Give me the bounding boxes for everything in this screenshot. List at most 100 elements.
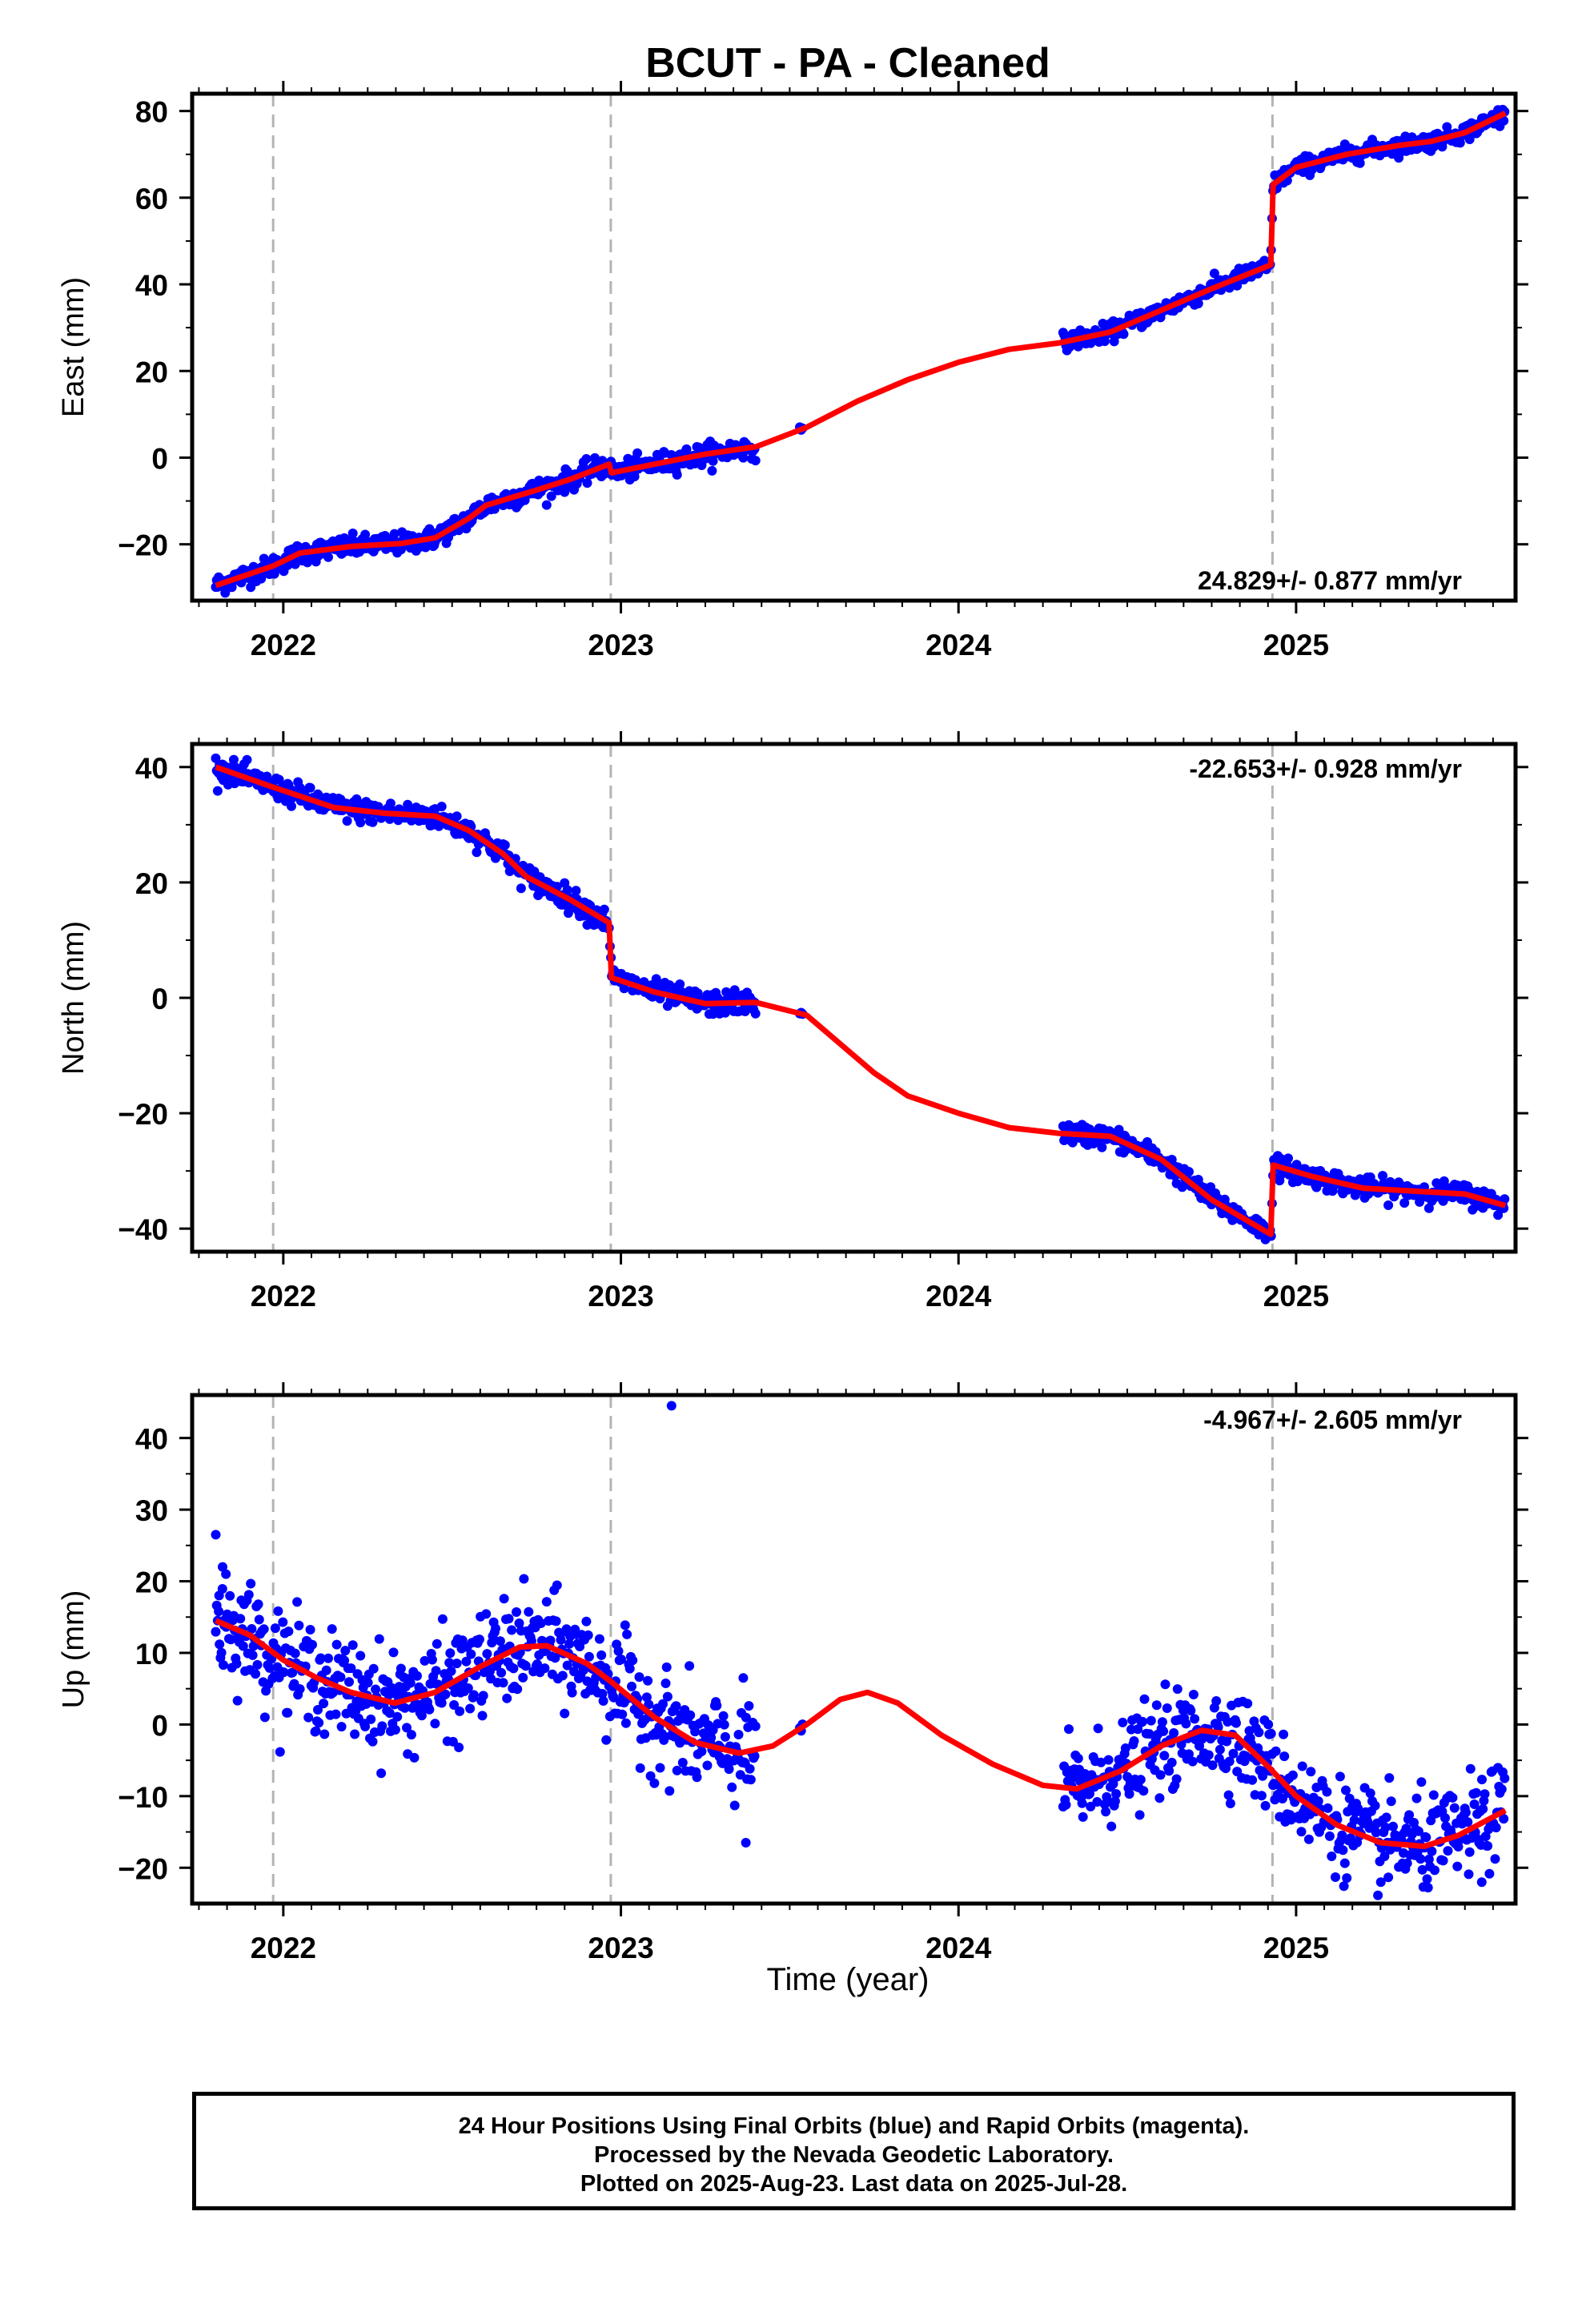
data-point	[551, 1616, 561, 1626]
data-point	[1111, 1789, 1122, 1799]
data-point	[388, 1647, 399, 1658]
data-point	[409, 1752, 420, 1763]
data-point	[1138, 1716, 1148, 1727]
data-point	[1124, 1789, 1134, 1799]
data-point	[1416, 1777, 1427, 1787]
data-point	[1371, 1827, 1381, 1838]
data-point	[392, 1711, 403, 1722]
y-tick-label: −20	[118, 1098, 168, 1131]
data-point	[519, 1574, 529, 1584]
data-point	[287, 801, 296, 811]
y-tick-label: 20	[135, 356, 168, 388]
data-point	[1500, 1773, 1510, 1783]
data-point	[452, 811, 462, 822]
data-point	[424, 524, 435, 534]
data-point	[311, 1726, 321, 1736]
data-point	[733, 1730, 744, 1739]
x-tick-label: 2022	[251, 1280, 316, 1313]
data-point	[613, 1646, 624, 1656]
data-point	[1413, 1826, 1423, 1836]
y-tick-label: 20	[135, 867, 168, 900]
data-point	[331, 1639, 342, 1650]
data-point	[1157, 1717, 1167, 1727]
data-point	[1240, 1751, 1251, 1761]
data-point	[242, 754, 252, 765]
data-point	[1106, 1821, 1117, 1831]
data-point	[629, 472, 640, 481]
data-point	[216, 1647, 227, 1658]
data-point	[712, 1700, 722, 1711]
data-point	[1209, 268, 1219, 279]
time-series-figure: BCUT - PA - Cleaned Time (year) −20 0 20 40…	[57, 40, 1528, 1997]
data-point	[661, 1679, 671, 1688]
data-point	[662, 1691, 673, 1702]
x-tick-label: 2024	[926, 1932, 992, 1964]
data-point	[290, 559, 300, 569]
data-point	[532, 1659, 542, 1670]
data-point	[1101, 1807, 1111, 1817]
data-point	[360, 1722, 371, 1731]
data-point	[1491, 1823, 1501, 1833]
data-point	[1388, 1821, 1398, 1831]
data-point	[729, 985, 740, 995]
data-point	[376, 1768, 387, 1779]
data-point	[319, 1699, 329, 1709]
data-point	[724, 1764, 734, 1775]
data-point	[430, 1719, 440, 1729]
data-point	[1378, 1171, 1387, 1181]
data-point	[1327, 1852, 1337, 1861]
data-point	[1421, 1832, 1431, 1843]
data-point	[498, 1678, 508, 1688]
data-point	[1067, 1137, 1078, 1148]
data-point	[340, 1646, 351, 1656]
data-point	[557, 1671, 568, 1681]
data-point	[1169, 1728, 1179, 1738]
data-point	[616, 1655, 626, 1665]
x-tick-label: 2025	[1263, 1932, 1329, 1964]
data-point	[1164, 1766, 1174, 1776]
data-point	[1110, 1796, 1120, 1807]
data-point	[1460, 1807, 1471, 1818]
data-point	[314, 1718, 324, 1728]
x-tick-label: 2023	[588, 629, 653, 661]
data-point	[1073, 1753, 1083, 1763]
data-point	[560, 1708, 570, 1719]
data-point	[1313, 1796, 1323, 1807]
data-point	[644, 1699, 654, 1710]
data-point	[512, 1684, 523, 1695]
data-point	[1338, 1845, 1348, 1856]
panel-frame	[190, 91, 1518, 603]
data-point	[238, 1641, 248, 1651]
data-point	[1322, 1787, 1332, 1797]
data-point	[1093, 1723, 1103, 1734]
data-point	[1114, 1124, 1124, 1135]
data-point	[645, 1771, 656, 1781]
data-point	[708, 456, 718, 466]
data-point	[1478, 1803, 1488, 1814]
data-point	[649, 1778, 660, 1788]
data-point	[1184, 1749, 1194, 1759]
data-point	[275, 1747, 285, 1757]
data-point	[472, 847, 482, 858]
data-point	[248, 1641, 259, 1651]
data-point	[342, 816, 352, 826]
data-point	[1254, 1727, 1264, 1738]
data-point	[1383, 1872, 1394, 1883]
data-point	[1401, 1823, 1411, 1834]
data-point	[412, 1671, 422, 1681]
data-point	[247, 1650, 258, 1660]
footer-line-orbits: 24 Hour Positions Using Final Orbits (bl…	[458, 2113, 1250, 2139]
data-point	[1092, 1797, 1102, 1807]
data-point	[1399, 1198, 1410, 1208]
data-point	[218, 1562, 227, 1572]
data-point	[1203, 1750, 1214, 1760]
data-point	[461, 1656, 472, 1667]
data-point	[578, 1665, 588, 1675]
data-point	[1449, 1803, 1460, 1813]
data-point	[1296, 1827, 1307, 1837]
data-point	[1379, 1852, 1390, 1861]
data-point	[315, 1653, 326, 1663]
data-point	[259, 1712, 270, 1723]
x-tick-label: 2025	[1263, 629, 1329, 661]
data-point	[1370, 1800, 1380, 1811]
